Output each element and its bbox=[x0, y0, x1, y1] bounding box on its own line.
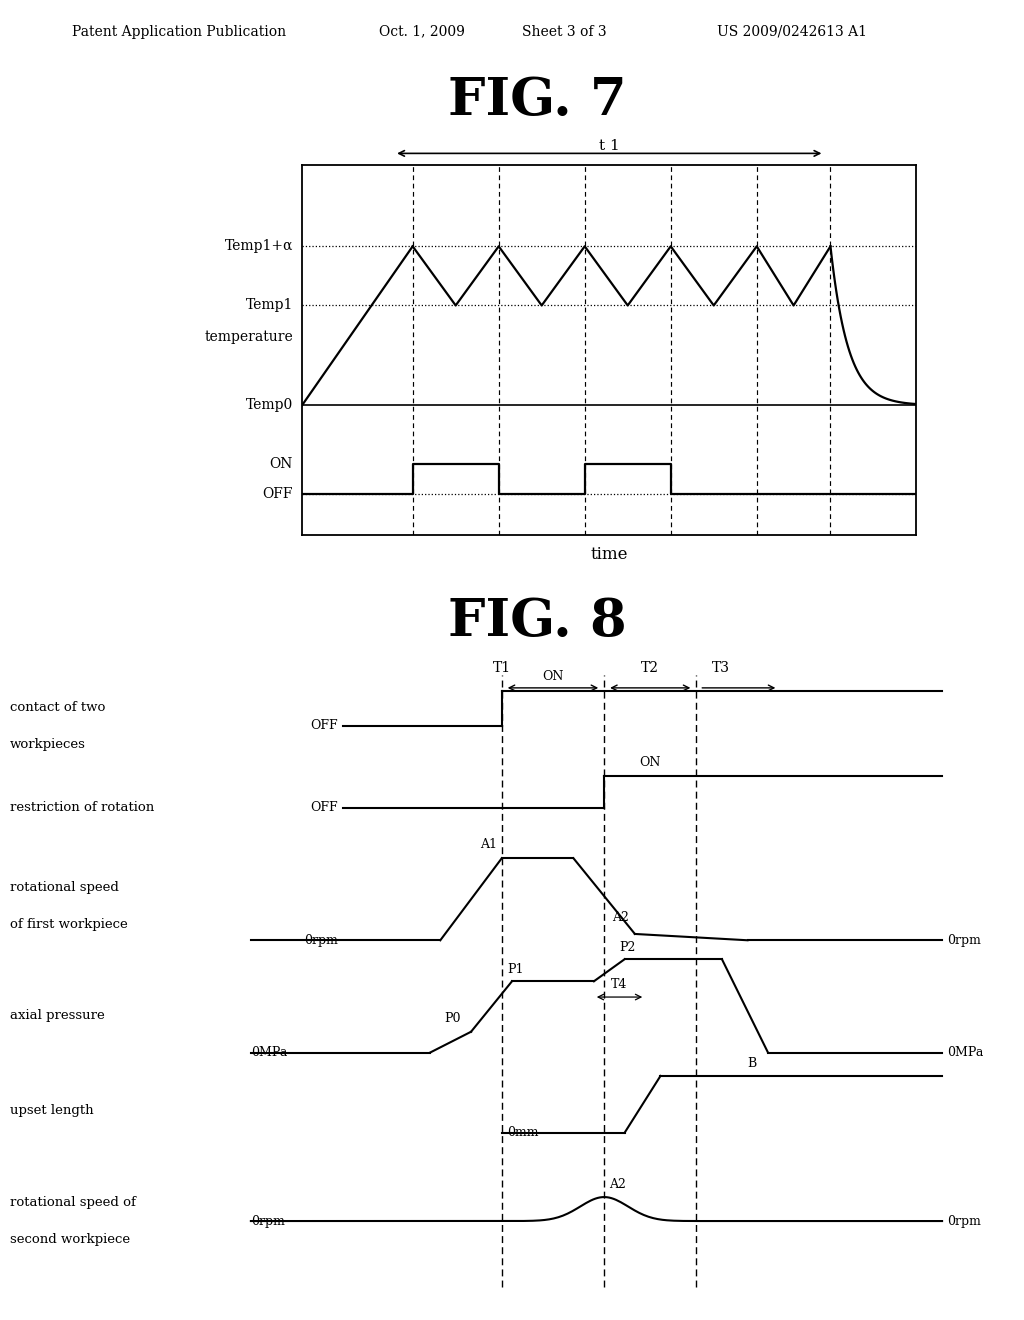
Text: 0rpm: 0rpm bbox=[947, 933, 981, 946]
Text: ON: ON bbox=[543, 671, 563, 684]
Text: FIG. 8: FIG. 8 bbox=[449, 597, 627, 647]
Text: Temp1+α: Temp1+α bbox=[224, 239, 293, 253]
Text: FIG. 7: FIG. 7 bbox=[449, 75, 627, 125]
Text: 0rpm: 0rpm bbox=[947, 1214, 981, 1228]
Text: A2: A2 bbox=[609, 1177, 626, 1191]
Text: ON: ON bbox=[640, 755, 660, 768]
Text: rotational speed: rotational speed bbox=[10, 880, 119, 894]
Text: t 1: t 1 bbox=[599, 139, 620, 153]
Text: T1: T1 bbox=[493, 661, 511, 676]
Text: restriction of rotation: restriction of rotation bbox=[10, 801, 155, 814]
Text: Temp1: Temp1 bbox=[246, 298, 293, 313]
Text: of first workpiece: of first workpiece bbox=[10, 917, 128, 931]
Text: Oct. 1, 2009: Oct. 1, 2009 bbox=[379, 25, 465, 38]
Text: T3: T3 bbox=[712, 661, 730, 676]
Text: Sheet 3 of 3: Sheet 3 of 3 bbox=[522, 25, 607, 38]
Text: upset length: upset length bbox=[10, 1104, 94, 1117]
Text: temperature: temperature bbox=[204, 330, 293, 345]
Text: T4: T4 bbox=[611, 978, 628, 991]
Text: 0rpm: 0rpm bbox=[304, 933, 338, 946]
Text: Temp0: Temp0 bbox=[246, 399, 293, 412]
Text: 0mm: 0mm bbox=[507, 1126, 539, 1139]
Text: 0MPa: 0MPa bbox=[251, 1045, 288, 1059]
Text: ON: ON bbox=[269, 457, 293, 471]
Text: axial pressure: axial pressure bbox=[10, 1010, 105, 1023]
Text: time: time bbox=[591, 546, 628, 562]
Text: rotational speed of: rotational speed of bbox=[10, 1196, 136, 1209]
Text: 0rpm: 0rpm bbox=[251, 1214, 285, 1228]
Text: A1: A1 bbox=[479, 838, 497, 850]
Text: OFF: OFF bbox=[310, 719, 338, 733]
Text: contact of two: contact of two bbox=[10, 701, 105, 714]
Text: B: B bbox=[748, 1056, 757, 1069]
Text: T2: T2 bbox=[641, 661, 659, 676]
Text: second workpiece: second workpiece bbox=[10, 1233, 130, 1246]
Text: OFF: OFF bbox=[262, 487, 293, 502]
Text: workpieces: workpieces bbox=[10, 738, 86, 751]
Text: OFF: OFF bbox=[310, 801, 338, 814]
Text: P2: P2 bbox=[620, 941, 636, 954]
Text: US 2009/0242613 A1: US 2009/0242613 A1 bbox=[717, 25, 866, 38]
Text: A2: A2 bbox=[612, 912, 629, 924]
Text: Patent Application Publication: Patent Application Publication bbox=[72, 25, 286, 38]
Text: 0MPa: 0MPa bbox=[947, 1045, 984, 1059]
Text: P1: P1 bbox=[507, 964, 523, 977]
Text: P0: P0 bbox=[444, 1012, 461, 1026]
